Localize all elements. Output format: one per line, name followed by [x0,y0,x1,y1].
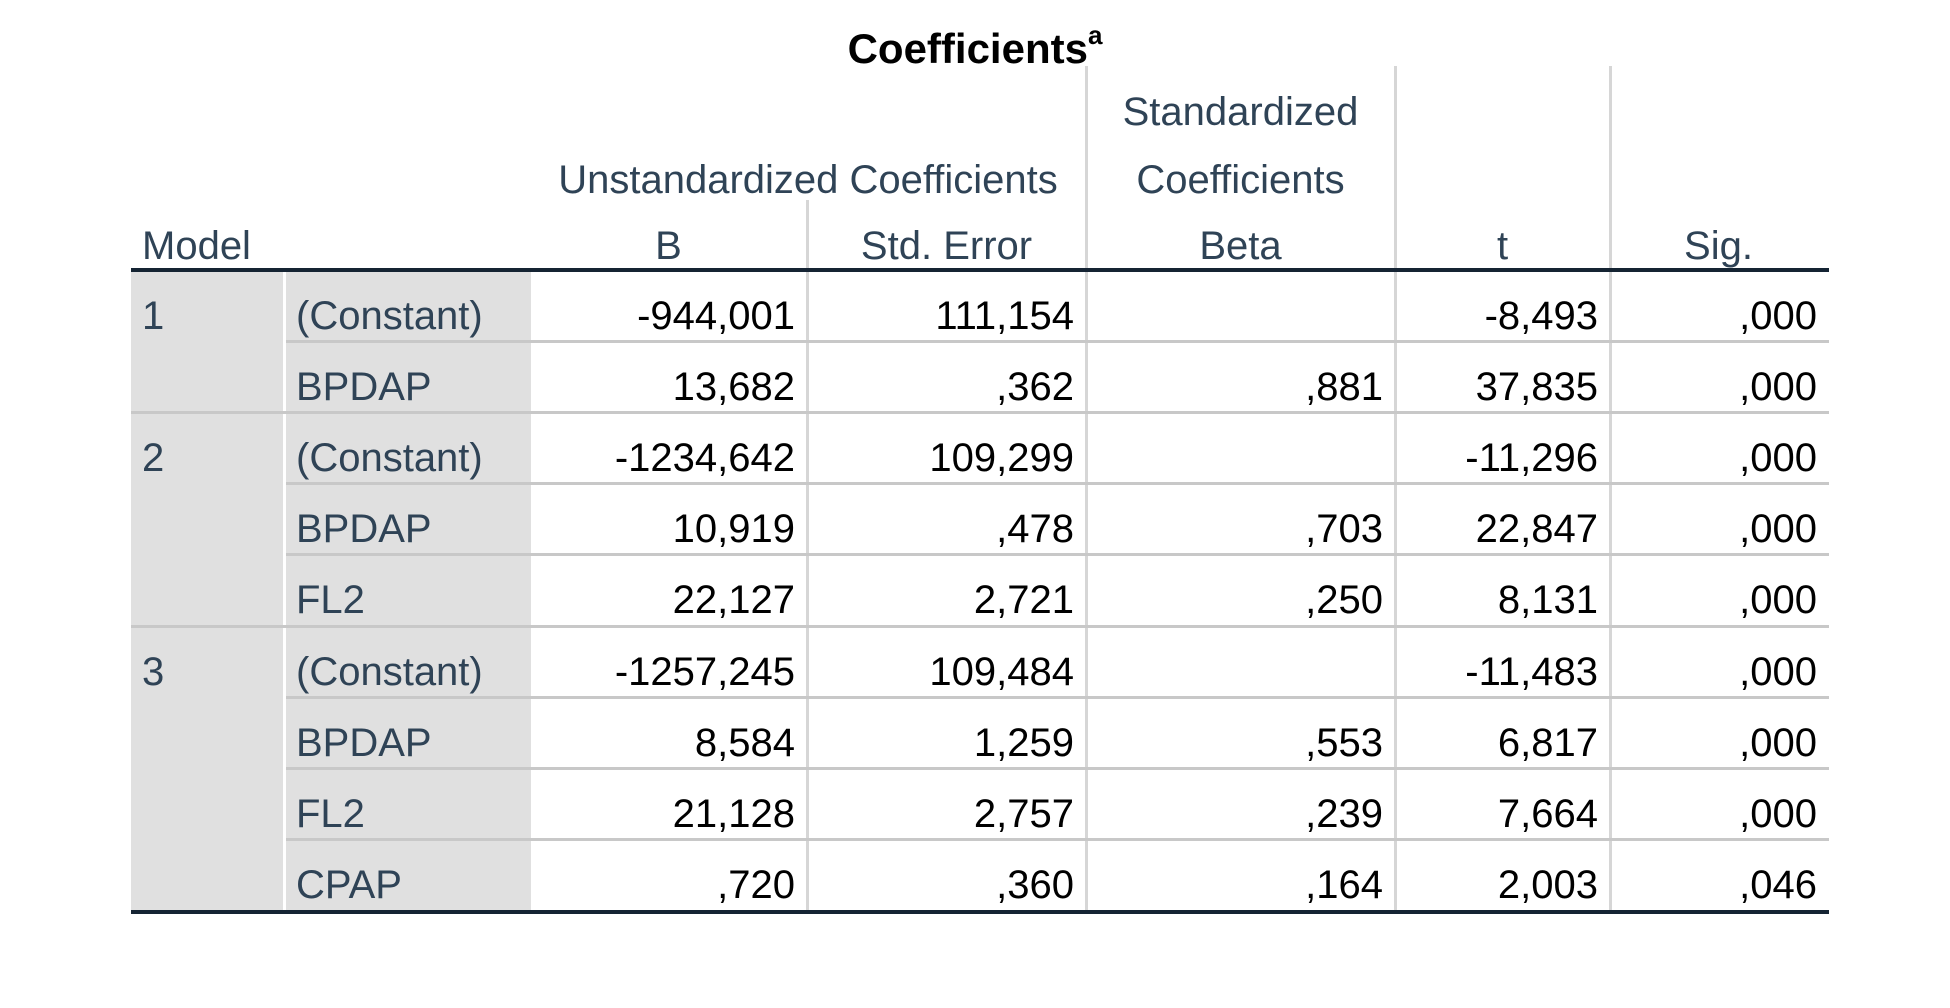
variable-name: (Constant) [296,650,483,694]
header-std-error: Std. Error [860,224,1033,268]
cell-sig: ,000 [1739,365,1817,409]
table-bottom-rule [131,910,1829,914]
cell-beta: ,703 [1305,507,1383,551]
col-separator-se-beta [1085,66,1088,912]
cell-b: 13,682 [672,365,795,409]
title-footnote-marker: a [1087,20,1103,50]
cell-beta: ,250 [1305,578,1383,622]
cell-beta: ,553 [1305,721,1383,765]
model-number: 1 [142,294,165,338]
row-separator [286,482,1829,485]
model-number: 3 [142,650,165,694]
cell-t: -11,296 [1465,436,1598,480]
cell-b: 21,128 [672,792,795,836]
table-title: Coefficientsa [0,20,1950,73]
cell-std-error: 109,299 [929,436,1074,480]
cell-t: -11,483 [1465,650,1598,694]
cell-std-error: ,360 [996,863,1074,907]
variable-column-shade [286,270,531,912]
cell-std-error: 2,721 [973,578,1074,622]
cell-sig: ,000 [1739,436,1817,480]
cell-b: -944,001 [637,294,795,338]
cell-std-error: 111,154 [935,294,1074,338]
model-column-shade [131,270,283,912]
header-unstandardized-group: Unstandardized Coefficients [558,158,1058,202]
model-number: 2 [142,436,165,480]
col-separator-beta-t [1394,66,1397,912]
row-separator [286,340,1829,343]
row-separator [286,696,1829,699]
header-standardized-line1: Standardized [1122,90,1359,134]
variable-name: FL2 [296,578,365,622]
cell-sig: ,000 [1739,721,1817,765]
cell-sig: ,000 [1739,507,1817,551]
cell-std-error: ,362 [996,365,1074,409]
header-b: B [655,224,682,268]
cell-sig: ,000 [1739,578,1817,622]
cell-t: 2,003 [1497,863,1598,907]
variable-name: FL2 [296,792,365,836]
model-separator [131,411,1829,414]
cell-beta: ,881 [1305,365,1383,409]
row-separator [286,553,1829,556]
cell-t: 6,817 [1497,721,1598,765]
header-sig: Sig. [1684,224,1753,268]
table-title-text: Coefficients [847,25,1088,72]
header-t: t [1496,224,1509,268]
cell-sig: ,000 [1739,650,1817,694]
variable-name: CPAP [296,863,402,907]
cell-sig: ,000 [1739,294,1817,338]
cell-b: 10,919 [672,507,795,551]
cell-b: 8,584 [694,721,795,765]
row-separator [286,767,1829,770]
cell-b: -1234,642 [614,436,795,480]
row-separator [286,838,1829,841]
cell-std-error: 109,484 [929,650,1074,694]
variable-name: BPDAP [296,365,432,409]
cell-std-error: ,478 [996,507,1074,551]
cell-t: 7,664 [1497,792,1598,836]
header-model: Model [142,224,251,268]
label-separator-line [283,270,286,912]
cell-b: ,720 [717,863,795,907]
cell-t: 37,835 [1475,365,1598,409]
header-standardized-line2: Coefficients [1136,158,1345,202]
header-bottom-rule [131,268,1829,272]
cell-t: 22,847 [1475,507,1598,551]
cell-beta: ,239 [1305,792,1383,836]
cell-std-error: 2,757 [973,792,1074,836]
cell-beta: ,164 [1305,863,1383,907]
col-separator-b-se [806,200,809,912]
cell-b: -1257,245 [614,650,795,694]
col-separator-t-sig [1609,66,1612,912]
variable-name: BPDAP [296,507,432,551]
variable-name: BPDAP [296,721,432,765]
model-separator [131,625,1829,628]
variable-name: (Constant) [296,436,483,480]
cell-t: -8,493 [1484,294,1598,338]
cell-t: 8,131 [1497,578,1598,622]
cell-sig: ,000 [1739,792,1817,836]
cell-sig: ,046 [1739,863,1817,907]
header-beta: Beta [1199,224,1282,268]
cell-std-error: 1,259 [973,721,1074,765]
variable-name: (Constant) [296,294,483,338]
cell-b: 22,127 [672,578,795,622]
